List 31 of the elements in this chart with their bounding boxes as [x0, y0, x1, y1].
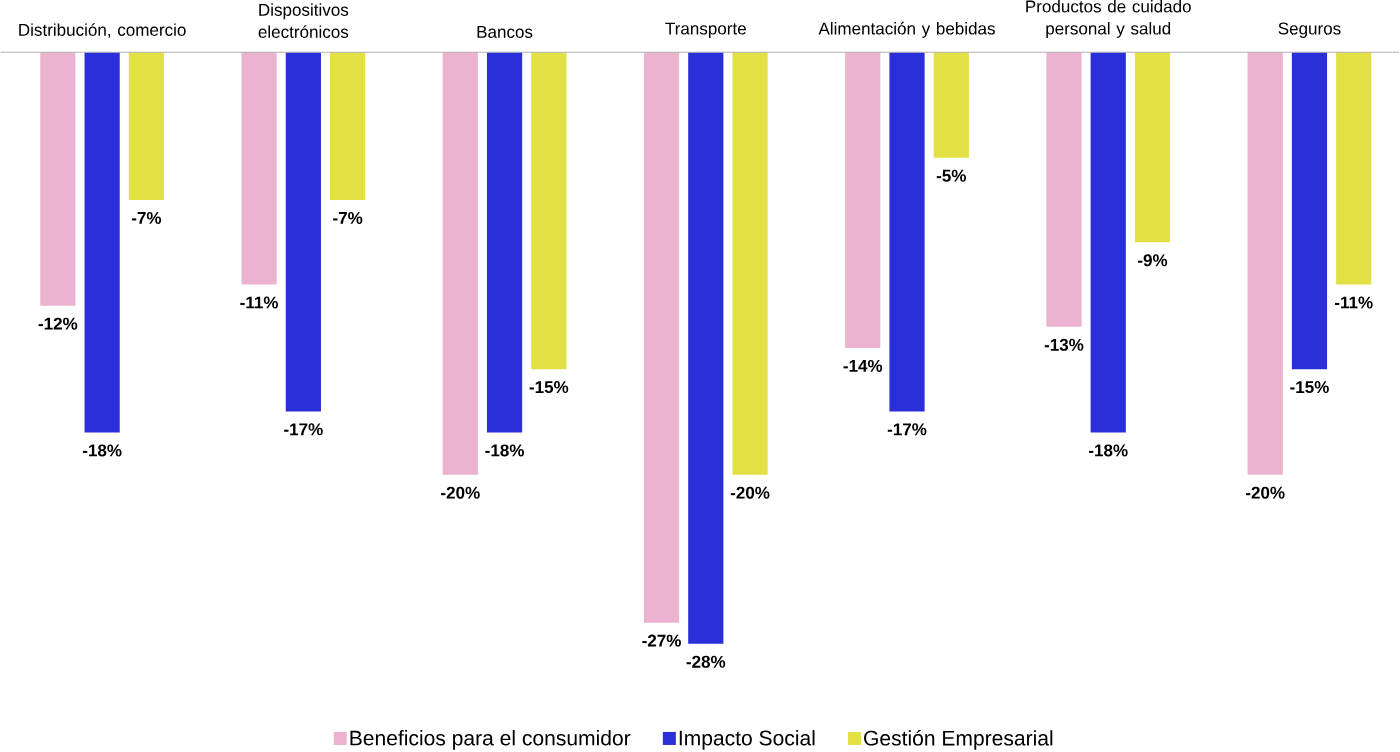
data-label: -20% [441, 486, 480, 499]
legend-label: Gestión Empresarial [864, 729, 1053, 750]
x-tick-label: Productos de cuidado personal y salud [1026, 0, 1191, 38]
data-label: -27% [642, 634, 681, 647]
x-tick-label: Seguros [1278, 22, 1341, 38]
x-tick-label: Dispositivos electrónicos [258, 3, 349, 38]
x-tick-label: Bancos [477, 26, 533, 38]
data-label: -11% [1334, 296, 1373, 309]
x-tick-label: Distribución, comercio [19, 23, 186, 38]
data-label: -15% [1290, 381, 1329, 394]
data-label: -17% [887, 423, 927, 436]
x-tick-label: Alimentación y bebidas [818, 21, 995, 38]
data-label: -9% [1138, 254, 1168, 267]
data-label: -18% [82, 444, 122, 457]
data-label: -12% [38, 317, 78, 330]
legend-label: Beneficios para el consumidor [350, 730, 631, 750]
x-tick-label: Transporte [665, 22, 746, 38]
data-label: -13% [1044, 338, 1084, 351]
data-label: -18% [1089, 444, 1128, 457]
data-label: -15% [529, 381, 569, 394]
data-label: -11% [240, 296, 279, 309]
data-label: -17% [284, 423, 323, 436]
data-label: -7% [131, 211, 162, 224]
legend-label: Impacto Social [679, 730, 815, 750]
data-label: -14% [843, 359, 883, 372]
data-label: -7% [333, 211, 363, 224]
data-label: -28% [686, 655, 726, 668]
data-label: -20% [1245, 486, 1285, 499]
data-label: -5% [936, 169, 966, 182]
data-label: -18% [485, 444, 525, 457]
data-label: -20% [730, 486, 770, 499]
